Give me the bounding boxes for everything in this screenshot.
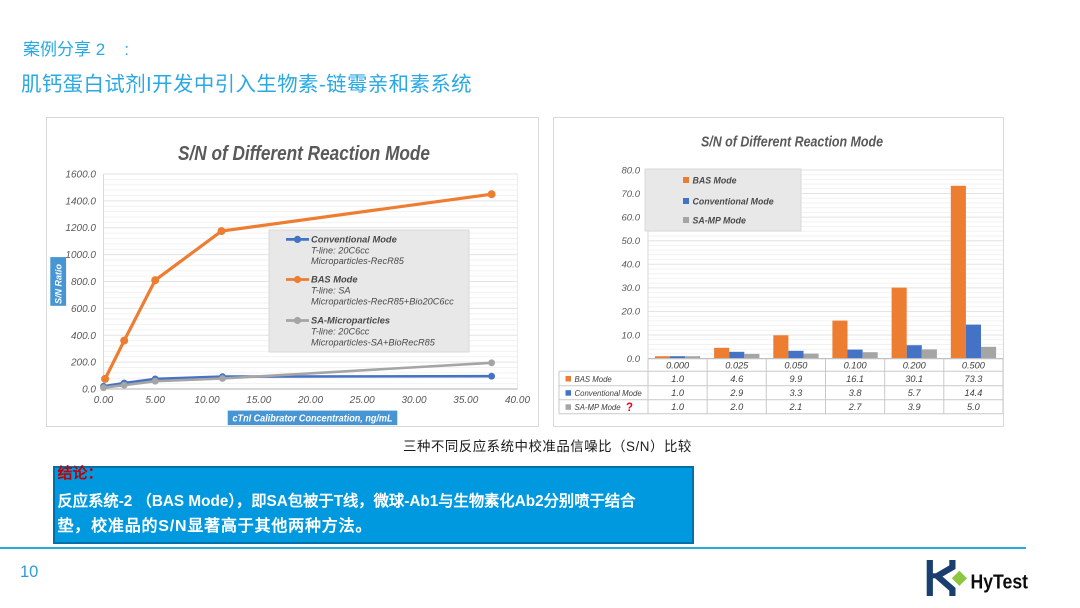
svg-text:Microparticles-SA+BioRecR85: Microparticles-SA+BioRecR85 [311, 337, 436, 347]
svg-text:3.8: 3.8 [849, 388, 863, 398]
svg-text:30.0: 30.0 [622, 283, 641, 294]
svg-text:73.3: 73.3 [964, 374, 983, 384]
svg-text:Microparticles-RecR85: Microparticles-RecR85 [311, 256, 405, 266]
svg-text:15.00: 15.00 [246, 395, 271, 406]
svg-text:0.050: 0.050 [784, 361, 808, 371]
svg-text:Conventional Mode: Conventional Mode [693, 196, 774, 206]
svg-text:BAS Mode: BAS Mode [311, 275, 358, 285]
svg-text:40.0: 40.0 [622, 260, 641, 271]
svg-text:50.0: 50.0 [622, 236, 641, 247]
svg-text:Microparticles-RecR85+Bio20C6c: Microparticles-RecR85+Bio20C6cc [311, 296, 454, 306]
svg-text:S/N of Different Reaction Mode: S/N of Different Reaction Mode [701, 135, 883, 151]
svg-text:1000.0: 1000.0 [65, 250, 96, 261]
svg-text:1.0: 1.0 [671, 374, 685, 384]
svg-text:3.9: 3.9 [908, 402, 921, 412]
svg-text:16.1: 16.1 [846, 374, 864, 384]
svg-text:1200.0: 1200.0 [65, 223, 96, 234]
svg-text:80.0: 80.0 [622, 165, 641, 176]
svg-text:T-line: 20C6cc: T-line: 20C6cc [311, 245, 370, 255]
svg-text:10.00: 10.00 [194, 395, 219, 406]
svg-text:4.6: 4.6 [730, 374, 744, 384]
svg-text:400.0: 400.0 [71, 331, 96, 342]
svg-text:40.00: 40.00 [505, 395, 530, 406]
svg-text:0.500: 0.500 [962, 361, 986, 371]
svg-text:BAS Mode: BAS Mode [575, 375, 613, 384]
svg-text:5.7: 5.7 [908, 388, 922, 398]
svg-text:30.00: 30.00 [401, 395, 426, 406]
svg-text:9.9: 9.9 [790, 374, 803, 384]
svg-text:SA-Microparticles: SA-Microparticles [311, 316, 390, 326]
svg-text:70.0: 70.0 [622, 189, 641, 200]
svg-text:0.0: 0.0 [627, 354, 641, 365]
svg-text:25.00: 25.00 [349, 395, 375, 406]
svg-text:200.0: 200.0 [70, 358, 96, 369]
svg-text:20.00: 20.00 [297, 395, 323, 406]
svg-text:cTnI Calibrator Concentration,: cTnI Calibrator Concentration, ng/mL [233, 412, 393, 424]
svg-text:60.0: 60.0 [622, 212, 641, 223]
svg-text:2.9: 2.9 [729, 388, 743, 398]
svg-text:600.0: 600.0 [71, 304, 96, 315]
svg-text:SA-MP Mode: SA-MP Mode [575, 403, 622, 412]
svg-text:14.4: 14.4 [964, 388, 982, 398]
svg-text:20.0: 20.0 [621, 307, 641, 318]
svg-text:T-line: 20C6cc: T-line: 20C6cc [311, 327, 370, 337]
svg-text:0.025: 0.025 [725, 361, 749, 371]
svg-text:10.0: 10.0 [622, 330, 641, 341]
svg-text:5.00: 5.00 [145, 395, 165, 406]
svg-text:1.0: 1.0 [671, 402, 685, 412]
svg-text:30.1: 30.1 [905, 374, 923, 384]
svg-text:5.0: 5.0 [967, 402, 981, 412]
svg-text:2.0: 2.0 [729, 402, 744, 412]
svg-text:35.00: 35.00 [453, 395, 478, 406]
svg-text:1.0: 1.0 [671, 388, 685, 398]
svg-text:1600.0: 1600.0 [65, 170, 96, 181]
svg-text:0.200: 0.200 [903, 361, 927, 371]
svg-text:S/N of Different Reaction Mode: S/N of Different Reaction Mode [178, 142, 430, 165]
svg-text:Conventional Mode: Conventional Mode [575, 389, 643, 398]
svg-text:?: ? [626, 402, 633, 414]
svg-text:S/N Ratio: S/N Ratio [54, 264, 65, 304]
svg-text:3.3: 3.3 [790, 388, 804, 398]
svg-text:BAS Mode: BAS Mode [693, 175, 737, 185]
svg-text:0.000: 0.000 [666, 361, 690, 371]
svg-text:2.7: 2.7 [848, 402, 863, 412]
svg-text:T-line: SA: T-line: SA [311, 286, 351, 296]
svg-text:0.00: 0.00 [94, 395, 114, 406]
svg-text:2.1: 2.1 [789, 402, 803, 412]
svg-text:0.100: 0.100 [844, 361, 868, 371]
svg-text:1400.0: 1400.0 [65, 196, 96, 207]
svg-text:0.0: 0.0 [82, 385, 96, 396]
svg-text:SA-MP Mode: SA-MP Mode [693, 215, 747, 225]
svg-text:Conventional Mode: Conventional Mode [311, 235, 397, 245]
svg-text:800.0: 800.0 [71, 277, 96, 288]
svg-text:HyTest: HyTest [971, 570, 1029, 593]
